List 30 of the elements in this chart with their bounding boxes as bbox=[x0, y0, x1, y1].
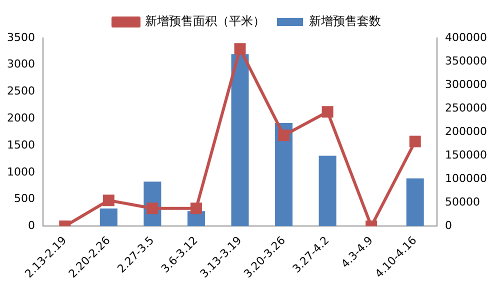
y2-tick-label: 0 bbox=[445, 219, 452, 232]
y2-tick-label: 100000 bbox=[445, 172, 488, 186]
y-tick-label: 2000 bbox=[6, 112, 35, 125]
y2-tick-label: 300000 bbox=[445, 78, 488, 91]
y-tick-label: 3000 bbox=[6, 58, 35, 71]
y2-tick-label: 50000 bbox=[445, 196, 480, 209]
y-tick-label: 0 bbox=[28, 219, 35, 232]
y2-tick-label: 400000 bbox=[445, 30, 488, 44]
point bbox=[278, 130, 290, 142]
point bbox=[409, 136, 421, 148]
bar bbox=[275, 122, 293, 226]
point bbox=[234, 43, 246, 55]
point bbox=[322, 106, 334, 118]
y2-tick-label: 200000 bbox=[445, 124, 488, 138]
bar bbox=[406, 178, 424, 226]
y-tick-label: 1500 bbox=[6, 138, 35, 152]
point bbox=[102, 194, 114, 206]
bar bbox=[231, 54, 249, 226]
y2-tick-label: 250000 bbox=[445, 101, 488, 114]
bar bbox=[318, 156, 336, 226]
point bbox=[190, 202, 202, 214]
y-tick-label: 2500 bbox=[6, 84, 35, 98]
y2-tick-label: 350000 bbox=[445, 54, 488, 68]
y-tick-label: 3500 bbox=[6, 30, 35, 44]
y-tick-label: 500 bbox=[14, 192, 35, 206]
legend-label: 新增预售面积（平米） bbox=[145, 14, 265, 28]
legend-label: 新增预售套数 bbox=[309, 14, 381, 28]
y-tick-label: 1000 bbox=[6, 165, 35, 178]
bar bbox=[100, 208, 118, 226]
y2-tick-label: 150000 bbox=[445, 148, 488, 162]
